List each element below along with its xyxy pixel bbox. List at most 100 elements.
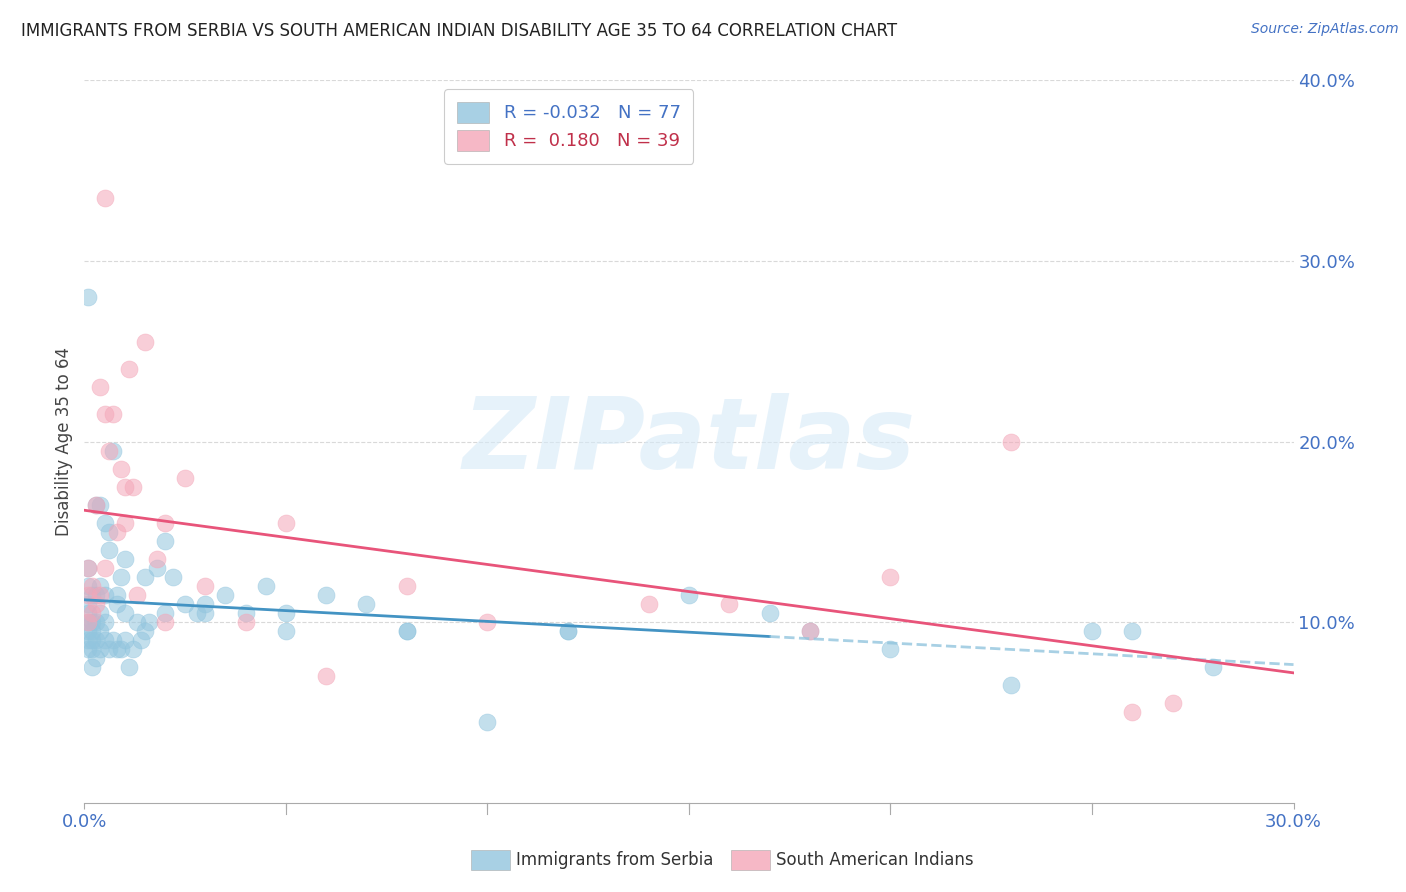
Point xyxy=(194,579,217,593)
Point xyxy=(77,588,100,602)
Point xyxy=(93,191,115,205)
Point xyxy=(477,615,499,630)
Point xyxy=(93,408,115,422)
Point xyxy=(1081,624,1104,639)
Point xyxy=(105,588,128,602)
Point xyxy=(97,642,120,657)
Point xyxy=(129,633,152,648)
Point xyxy=(879,570,901,584)
Point xyxy=(110,642,132,657)
Point xyxy=(214,588,236,602)
Text: South American Indians: South American Indians xyxy=(776,851,974,869)
Point xyxy=(86,633,108,648)
Point xyxy=(146,552,169,566)
Point xyxy=(153,533,176,548)
Point xyxy=(557,624,579,639)
Point xyxy=(82,642,104,657)
Point xyxy=(114,516,136,530)
Point xyxy=(315,588,337,602)
Point xyxy=(125,588,148,602)
Point xyxy=(118,660,141,674)
Point xyxy=(235,615,257,630)
Y-axis label: Disability Age 35 to 64: Disability Age 35 to 64 xyxy=(55,347,73,536)
Point xyxy=(97,542,120,557)
Point xyxy=(1000,678,1022,692)
Point xyxy=(105,597,128,611)
Point xyxy=(114,633,136,648)
Point xyxy=(77,606,100,620)
Text: Source: ZipAtlas.com: Source: ZipAtlas.com xyxy=(1251,22,1399,37)
Point xyxy=(1000,434,1022,449)
Point xyxy=(121,642,143,657)
Legend: R = -0.032   N = 77, R =  0.180   N = 39: R = -0.032 N = 77, R = 0.180 N = 39 xyxy=(444,89,693,163)
Point xyxy=(395,624,418,639)
Point xyxy=(77,624,100,639)
Point xyxy=(93,588,115,602)
Point xyxy=(315,669,337,683)
Point xyxy=(356,597,378,611)
Point xyxy=(86,588,108,602)
Point xyxy=(82,615,104,630)
Point xyxy=(86,498,108,512)
Text: IMMIGRANTS FROM SERBIA VS SOUTH AMERICAN INDIAN DISABILITY AGE 35 TO 64 CORRELAT: IMMIGRANTS FROM SERBIA VS SOUTH AMERICAN… xyxy=(21,22,897,40)
Point xyxy=(89,624,111,639)
Point xyxy=(174,597,197,611)
Point xyxy=(186,606,208,620)
Point xyxy=(77,633,100,648)
Point xyxy=(110,570,132,584)
Point xyxy=(879,642,901,657)
Point xyxy=(1161,697,1184,711)
Point xyxy=(678,588,700,602)
Point xyxy=(395,579,418,593)
Point xyxy=(718,597,741,611)
Point xyxy=(799,624,821,639)
Point xyxy=(101,443,124,458)
Point xyxy=(1202,660,1225,674)
Point xyxy=(89,606,111,620)
Point xyxy=(93,633,115,648)
Point xyxy=(93,615,115,630)
Point xyxy=(82,633,104,648)
Point xyxy=(254,579,277,593)
Point xyxy=(82,579,104,593)
Point xyxy=(93,516,115,530)
Point xyxy=(77,642,100,657)
Point xyxy=(105,642,128,657)
Point xyxy=(77,579,100,593)
Point xyxy=(77,561,100,575)
Point xyxy=(89,642,111,657)
Point xyxy=(114,606,136,620)
Point xyxy=(153,516,176,530)
Point xyxy=(86,651,108,665)
Point xyxy=(134,570,156,584)
Point xyxy=(82,624,104,639)
Point xyxy=(82,606,104,620)
Point xyxy=(637,597,659,611)
Point xyxy=(89,588,111,602)
Point xyxy=(105,524,128,539)
Point xyxy=(557,624,579,639)
Point xyxy=(86,615,108,630)
Point xyxy=(1121,624,1143,639)
Point xyxy=(82,660,104,674)
Point xyxy=(477,714,499,729)
Point xyxy=(146,561,169,575)
Point xyxy=(89,380,111,394)
Point xyxy=(110,461,132,475)
Point xyxy=(134,335,156,350)
Point xyxy=(174,471,197,485)
Point xyxy=(121,480,143,494)
Point xyxy=(799,624,821,639)
Point xyxy=(89,579,111,593)
Point xyxy=(194,606,217,620)
Point xyxy=(97,443,120,458)
Text: Immigrants from Serbia: Immigrants from Serbia xyxy=(516,851,713,869)
Point xyxy=(125,615,148,630)
Point xyxy=(101,633,124,648)
Point xyxy=(274,606,297,620)
Point xyxy=(153,615,176,630)
Point xyxy=(114,480,136,494)
Point xyxy=(97,524,120,539)
Point xyxy=(77,615,100,630)
Point xyxy=(118,362,141,376)
